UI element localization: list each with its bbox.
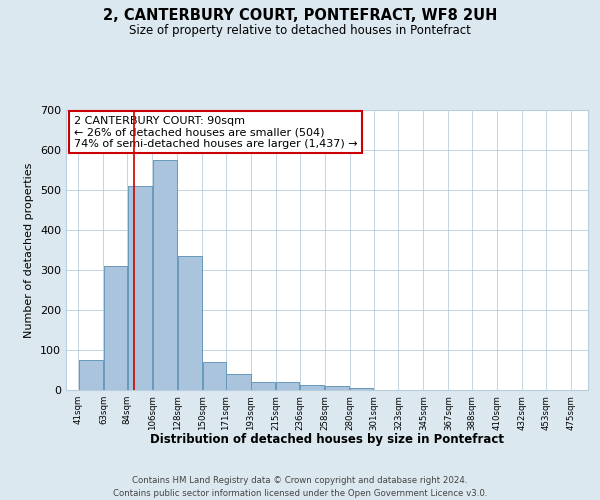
Bar xyxy=(325,386,349,390)
Bar xyxy=(251,382,275,390)
Text: Contains HM Land Registry data © Crown copyright and database right 2024.: Contains HM Land Registry data © Crown c… xyxy=(132,476,468,485)
Bar xyxy=(203,362,226,390)
Bar xyxy=(79,360,103,390)
Bar xyxy=(178,256,202,390)
Bar xyxy=(350,388,373,390)
Text: Size of property relative to detached houses in Pontefract: Size of property relative to detached ho… xyxy=(129,24,471,37)
Text: 2 CANTERBURY COURT: 90sqm
← 26% of detached houses are smaller (504)
74% of semi: 2 CANTERBURY COURT: 90sqm ← 26% of detac… xyxy=(74,116,358,149)
Text: Contains public sector information licensed under the Open Government Licence v3: Contains public sector information licen… xyxy=(113,489,487,498)
Y-axis label: Number of detached properties: Number of detached properties xyxy=(25,162,34,338)
Bar xyxy=(226,374,251,390)
Bar xyxy=(277,382,299,390)
Bar xyxy=(104,266,127,390)
Text: 2, CANTERBURY COURT, PONTEFRACT, WF8 2UH: 2, CANTERBURY COURT, PONTEFRACT, WF8 2UH xyxy=(103,8,497,22)
Bar xyxy=(128,186,152,390)
Bar xyxy=(152,160,177,390)
Bar xyxy=(300,385,324,390)
Text: Distribution of detached houses by size in Pontefract: Distribution of detached houses by size … xyxy=(150,432,504,446)
